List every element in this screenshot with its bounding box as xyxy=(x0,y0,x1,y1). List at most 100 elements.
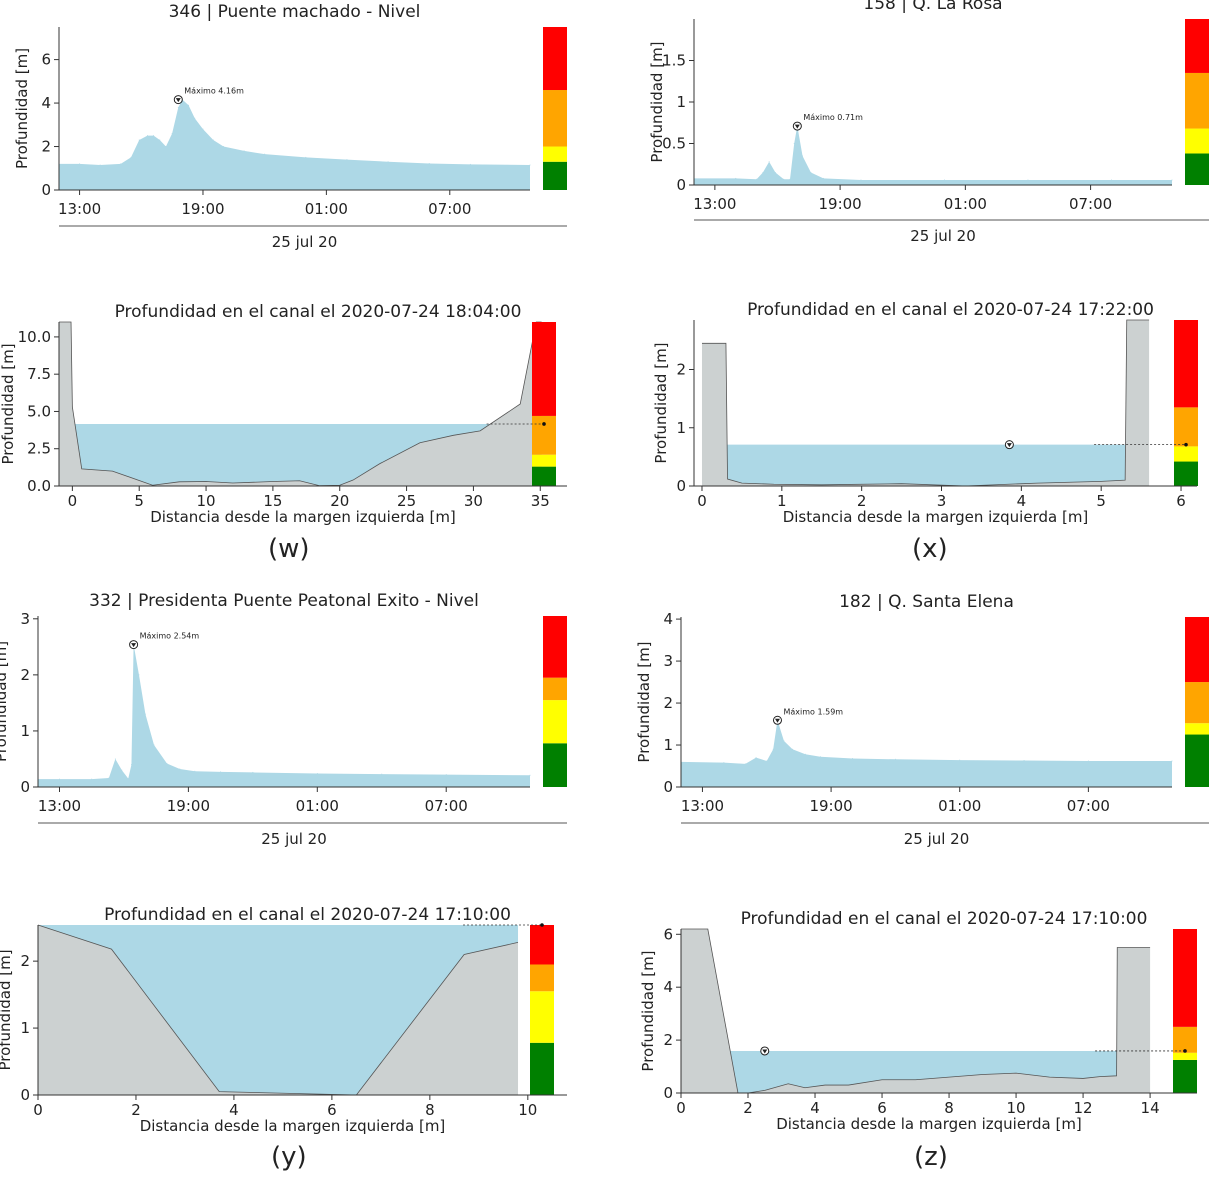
alert-band-red xyxy=(1174,320,1198,408)
level-point xyxy=(121,769,123,771)
alert-band-red xyxy=(543,27,567,91)
level-point xyxy=(822,177,824,179)
max-marker-icon xyxy=(175,98,181,103)
alert-band-yellow xyxy=(1174,446,1198,462)
alert-band-yellow xyxy=(543,146,567,162)
alert-band-green xyxy=(543,161,567,190)
max-marker-icon xyxy=(774,718,780,723)
level-area xyxy=(694,126,1172,185)
level-point xyxy=(194,770,196,772)
level-point xyxy=(1023,760,1025,762)
level-point xyxy=(943,179,945,181)
x-tick-label: 07:00 xyxy=(1069,195,1112,213)
alert-band-yellow xyxy=(530,991,554,1043)
y-tick-label: 6 xyxy=(663,925,673,943)
y-tick-label: 1 xyxy=(20,1019,30,1037)
level-area xyxy=(681,720,1172,787)
level-point xyxy=(766,760,768,762)
level-point xyxy=(264,153,266,155)
water-marker-icon xyxy=(762,1049,768,1054)
chart-title: 158 | Q. La Rosa xyxy=(863,0,1002,14)
x-tick-label: 4 xyxy=(229,1101,239,1119)
water-area xyxy=(59,423,542,486)
y-axis-label: Profundidad [m] xyxy=(652,342,670,463)
water-area xyxy=(681,1050,1151,1093)
level-point xyxy=(146,135,148,137)
alert-band-red xyxy=(1173,929,1197,1027)
y-tick-label: 7.5 xyxy=(27,365,51,383)
x-tick-label: 10 xyxy=(518,1101,537,1119)
level-point xyxy=(305,156,307,158)
y-tick-label: 5.0 xyxy=(27,402,51,420)
y-axis-label: Profundidad [m] xyxy=(639,950,657,1071)
level-point xyxy=(819,756,821,758)
y-tick-label: 3 xyxy=(663,652,673,670)
x-tick-label: 6 xyxy=(327,1101,337,1119)
level-point xyxy=(387,161,389,163)
level-point xyxy=(153,135,155,137)
x-tick-label: 6 xyxy=(1176,492,1186,510)
x-tick-label: 01:00 xyxy=(944,195,987,213)
level-point xyxy=(445,774,447,776)
level-point xyxy=(783,740,785,742)
x-tick-label: 07:00 xyxy=(428,200,471,218)
x-tick-label: 2 xyxy=(857,492,867,510)
max-marker-icon xyxy=(131,643,137,648)
chart-title: Profundidad en el canal el 2020-07-24 17… xyxy=(104,905,511,925)
y-tick-label: 0 xyxy=(41,181,51,199)
level-point xyxy=(755,757,757,759)
level-point xyxy=(223,146,225,148)
chart-x-section: 0 1 2 0 1 2 3 4 5 6 Distancia desde la margen izqu… xyxy=(652,300,1198,526)
level-point xyxy=(130,764,132,766)
y-tick-label: 10.0 xyxy=(18,328,51,346)
y-tick-label: 0 xyxy=(676,176,686,194)
alert-band-orange xyxy=(530,964,554,992)
x-tick-label: 01:00 xyxy=(305,200,348,218)
level-point xyxy=(202,128,204,130)
y-tick-label: 3 xyxy=(20,610,30,628)
alert-band-orange xyxy=(543,677,567,701)
alert-band-green xyxy=(543,743,567,787)
alert-band-green xyxy=(530,1042,554,1095)
y-tick-label: 4 xyxy=(41,94,51,112)
x-tick-label: 01:00 xyxy=(296,797,339,815)
y-tick-label: 2 xyxy=(41,138,51,156)
level-dot xyxy=(1183,1049,1187,1053)
level-point xyxy=(1027,179,1029,181)
y-tick-label: 4 xyxy=(663,610,673,628)
x-tick-label: 19:00 xyxy=(181,200,224,218)
y-tick-label: 2.5 xyxy=(27,440,51,458)
x-tick-label: 5 xyxy=(134,492,144,510)
y-tick-label: 0 xyxy=(676,477,686,495)
alert-band-yellow xyxy=(532,454,556,467)
y-tick-label: 0 xyxy=(20,778,30,796)
x-tick-label: 13:00 xyxy=(693,195,736,213)
alert-band-green xyxy=(532,466,556,486)
level-point xyxy=(127,778,129,780)
chart-w-level: 0 2 4 6 13:00 19:00 01:00 07:00 25 jul 20 Máximo … xyxy=(13,2,567,251)
level-point xyxy=(99,164,101,166)
water-area xyxy=(38,925,519,1095)
x-tick-label: 5 xyxy=(1096,492,1106,510)
ground-area xyxy=(38,925,519,1095)
y-tick-label: 1 xyxy=(20,722,30,740)
level-point xyxy=(894,758,896,760)
y-tick-label: 2 xyxy=(20,952,30,970)
alert-band-yellow xyxy=(543,700,567,744)
level-point xyxy=(346,159,348,161)
level-point xyxy=(165,146,167,148)
level-point xyxy=(744,763,746,765)
x-tick-label: 4 xyxy=(1017,492,1027,510)
alert-band-orange xyxy=(1173,1026,1197,1053)
x-tick-label: 07:00 xyxy=(425,797,468,815)
level-point xyxy=(1171,179,1173,181)
chart-title: 332 | Presidenta Puente Peatonal Exito -… xyxy=(89,591,479,611)
x-tick-label: 10 xyxy=(197,492,216,510)
level-point xyxy=(428,162,430,164)
bed-line xyxy=(59,321,542,487)
alert-band-red xyxy=(1185,19,1209,73)
chart-x-level: 0 0.5 1 1.5 13:00 19:00 01:00 07:00 25 jul 20 Máx… xyxy=(648,0,1209,245)
level-point xyxy=(804,753,806,755)
caption-x: (x) xyxy=(912,534,948,564)
ground-area xyxy=(59,322,542,486)
